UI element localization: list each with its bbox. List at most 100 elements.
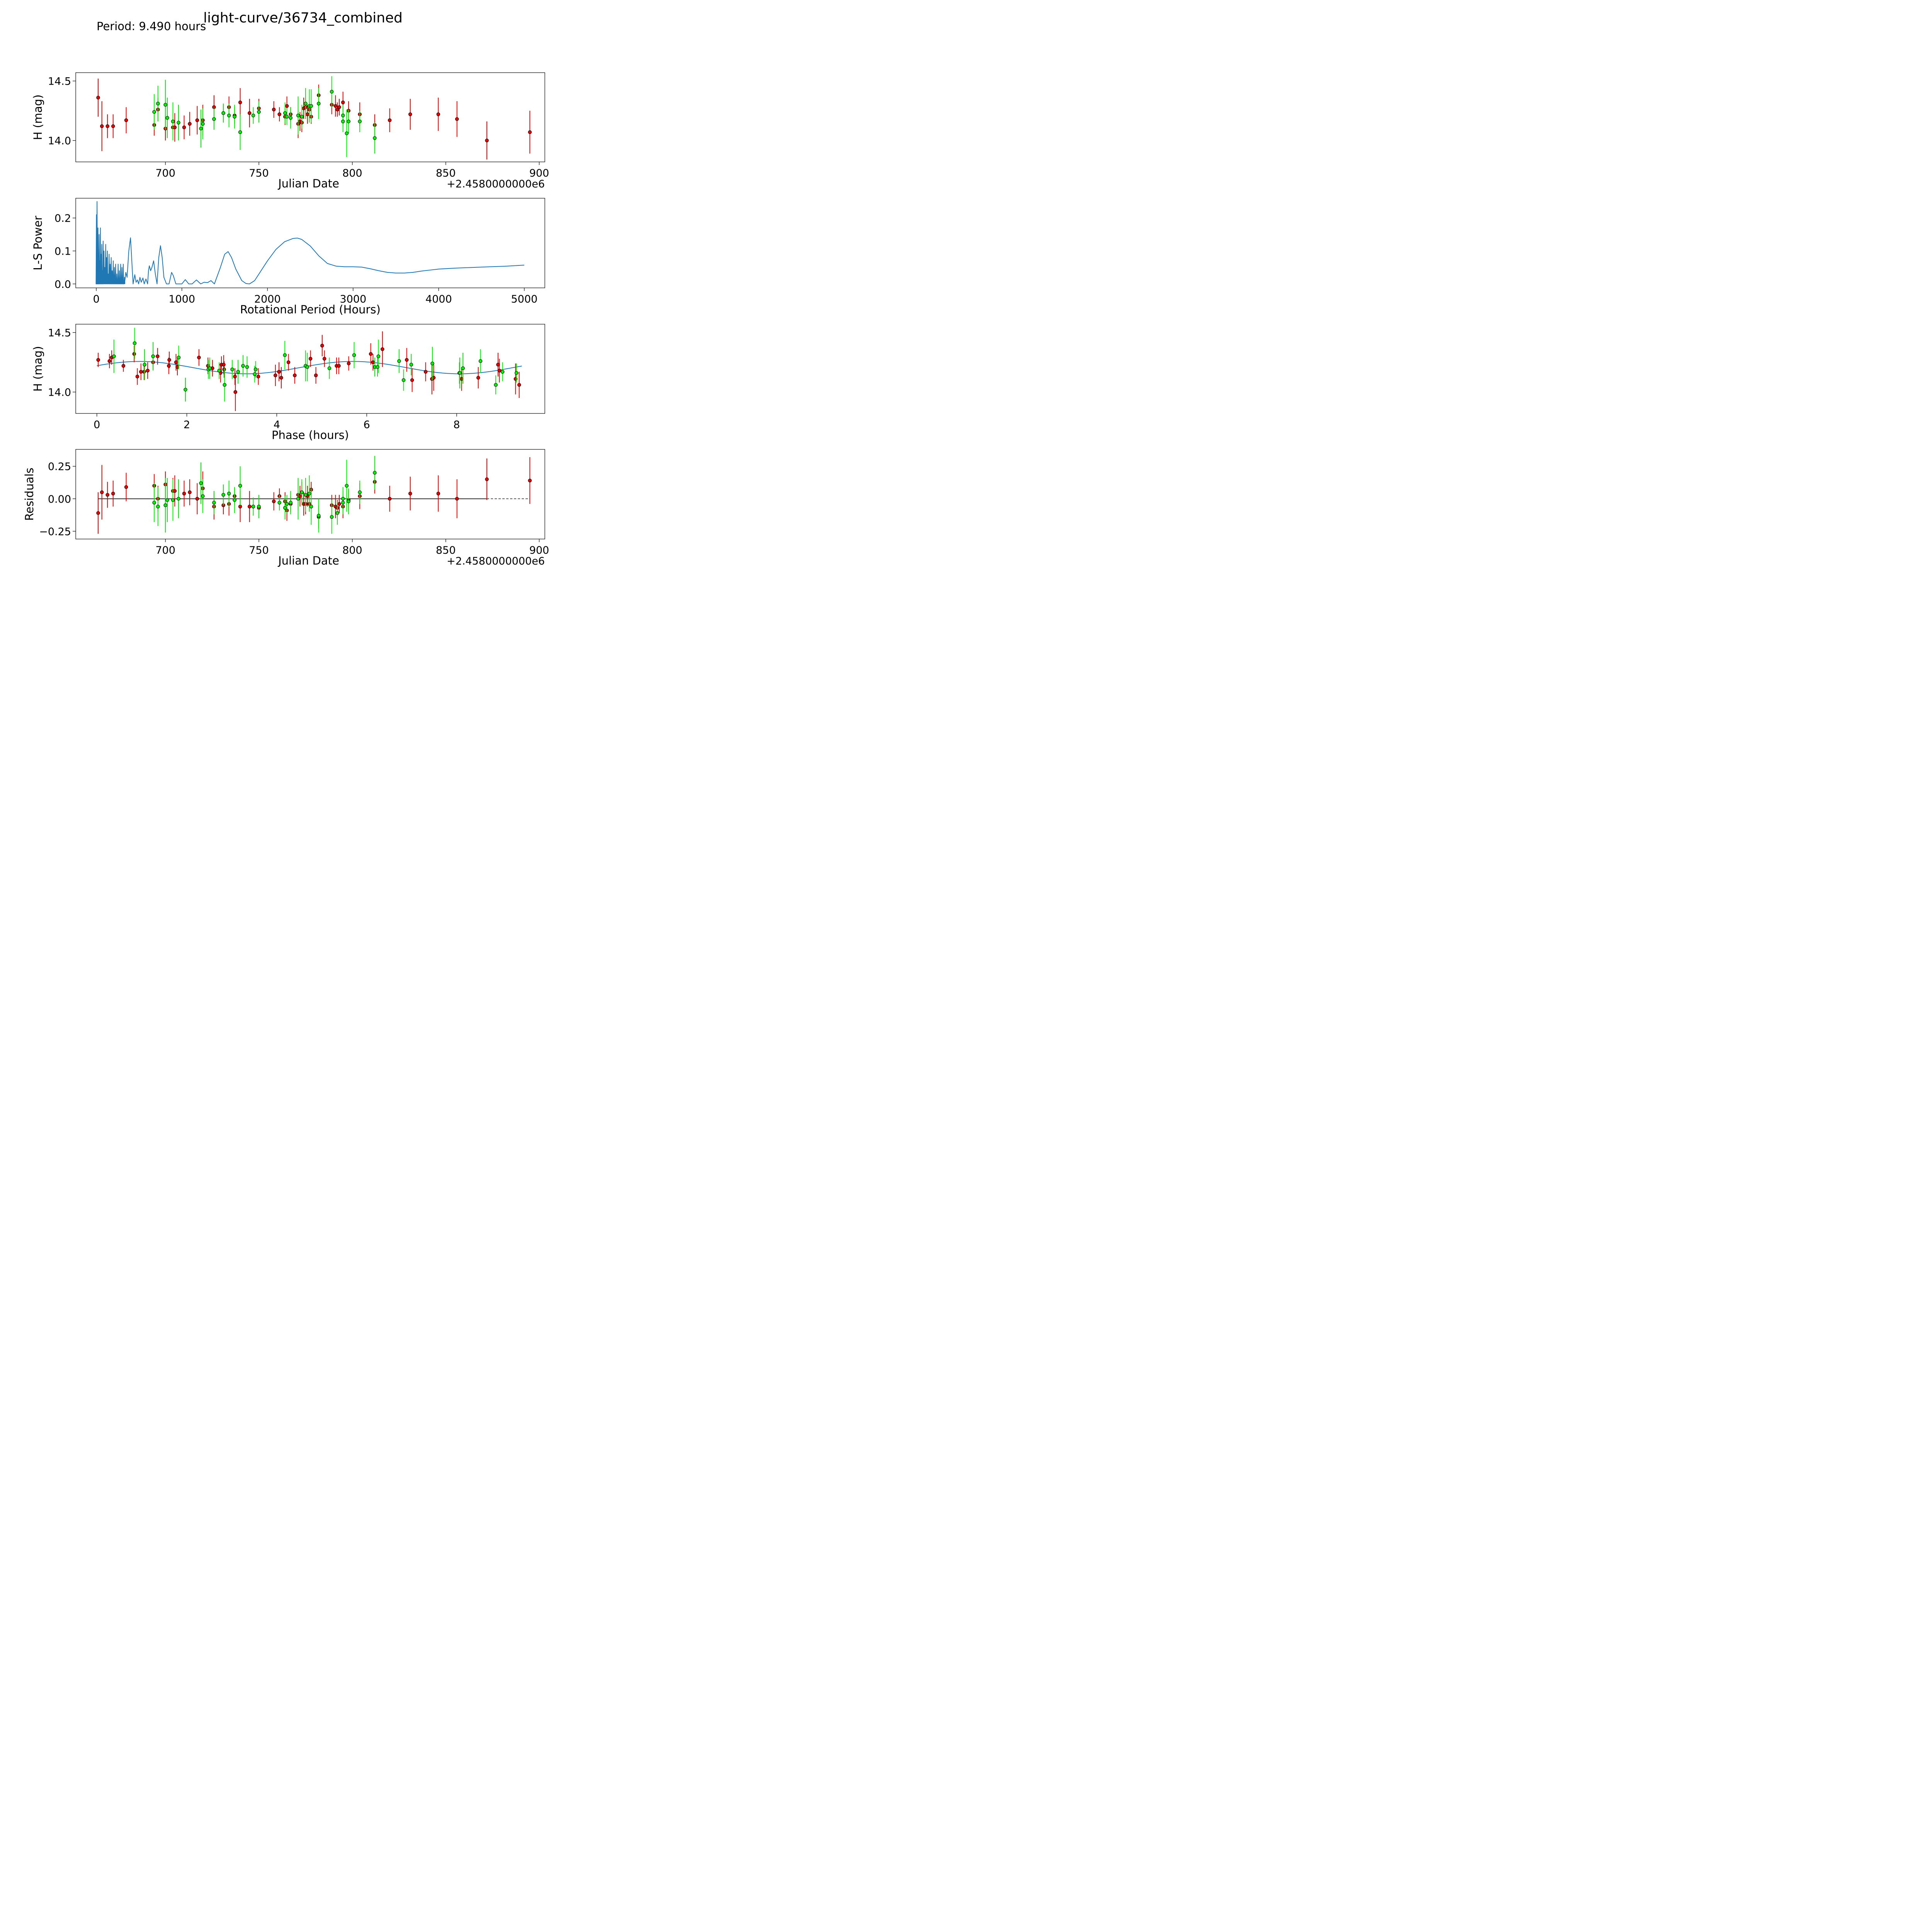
green-data-point	[304, 493, 308, 497]
x-offset-label: +2.4580000000e6	[447, 178, 545, 190]
red-data-point	[388, 118, 392, 122]
green-data-point	[227, 492, 231, 496]
red-data-point	[197, 355, 201, 360]
green-data-point	[177, 497, 180, 501]
x-tick-label: 4	[274, 419, 280, 431]
green-data-point	[257, 505, 261, 509]
red-data-point	[436, 492, 440, 496]
chart-title: light-curve/36734_combined	[203, 10, 403, 26]
green-data-point	[376, 365, 379, 369]
green-data-point	[327, 366, 332, 370]
red-data-point	[410, 378, 414, 382]
x-axis-label: Julian Date	[277, 554, 339, 567]
green-data-point	[345, 131, 349, 135]
green-data-point	[300, 490, 304, 494]
red-data-point	[333, 104, 338, 108]
red-data-point	[528, 130, 532, 134]
red-data-point	[408, 112, 412, 116]
green-data-point	[300, 115, 304, 119]
red-data-point	[238, 505, 242, 509]
red-data-point	[146, 369, 150, 372]
figure: light-curve/36734_combined Period: 9.490…	[23, 10, 549, 567]
green-data-point	[201, 494, 205, 498]
red-data-point	[272, 107, 276, 112]
green-data-point	[358, 490, 362, 494]
green-data-point	[397, 359, 401, 363]
green-data-point	[309, 505, 313, 509]
red-series	[96, 78, 532, 160]
red-data-point	[388, 497, 392, 501]
green-data-point	[514, 371, 519, 375]
red-data-point	[121, 364, 126, 368]
green-data-point	[171, 119, 175, 124]
red-data-point	[341, 100, 345, 104]
x-tick-label: 6	[363, 419, 370, 431]
red-data-point	[476, 376, 480, 380]
green-data-point	[478, 359, 483, 363]
red-data-point	[277, 370, 281, 374]
red-data-point	[188, 490, 192, 494]
green-series	[152, 76, 377, 157]
red-data-point	[517, 383, 521, 387]
green-data-point	[177, 355, 181, 360]
red-data-point	[174, 360, 178, 364]
x-tick-label: 900	[529, 167, 549, 179]
green-data-point	[352, 353, 356, 357]
green-data-point	[341, 497, 345, 501]
green-data-point	[330, 90, 334, 94]
plot-area	[95, 201, 524, 284]
periodogram-panel: 0 1000 2000 3000 4000 5000 0.0 0.1 0.2 Rotational…	[31, 198, 545, 316]
y-axis-label: H (mag)	[31, 346, 44, 391]
green-data-point	[283, 506, 287, 510]
green-data-point	[430, 361, 434, 366]
y-tick-label: 14.0	[48, 135, 71, 147]
red-data-point	[286, 360, 291, 364]
x-offset-label: +2.4580000000e6	[447, 555, 545, 567]
red-data-point	[305, 112, 310, 116]
red-data-point	[96, 511, 100, 515]
red-data-point	[371, 360, 375, 364]
red-data-point	[455, 497, 459, 501]
x-tick-label: 1000	[168, 293, 195, 305]
y-tick-label: 0.2	[54, 213, 71, 224]
green-data-point	[152, 110, 156, 114]
green-data-point	[163, 503, 167, 507]
green-data-point	[223, 383, 227, 387]
plot-frame	[75, 72, 545, 162]
red-data-point	[337, 502, 341, 506]
red-data-point	[100, 124, 104, 128]
y-axis-label: L-S Power	[31, 216, 44, 270]
plot-frame	[75, 324, 545, 414]
red-data-point	[132, 352, 136, 356]
green-data-point	[358, 119, 362, 124]
red-data-point	[337, 105, 341, 109]
red-data-point	[277, 112, 281, 116]
red-data-point	[105, 124, 110, 128]
red-series	[96, 331, 521, 411]
red-data-point	[337, 364, 341, 368]
red-data-point	[188, 122, 192, 126]
red-data-point	[135, 374, 139, 379]
green-data-point	[309, 104, 313, 108]
green-data-point	[156, 102, 160, 105]
y-tick-label: 14.0	[48, 387, 71, 399]
x-axis-label: Phase (hours)	[272, 429, 349, 442]
green-data-point	[409, 362, 413, 367]
red-data-point	[124, 118, 128, 122]
green-data-point	[347, 499, 350, 503]
x-tick-label: 8	[453, 419, 460, 431]
x-tick-label: 800	[342, 167, 362, 179]
green-data-point	[156, 505, 160, 509]
x-tick-label: 0	[93, 293, 100, 305]
red-data-point	[273, 373, 277, 378]
y-axis-label: H (mag)	[31, 94, 44, 140]
green-data-point	[227, 114, 231, 117]
y-tick-label: 0.0	[54, 279, 71, 291]
model-curve	[97, 361, 522, 374]
green-data-point	[283, 353, 287, 357]
green-data-point	[296, 114, 300, 117]
green-data-point	[217, 369, 221, 372]
red-data-point	[238, 100, 242, 104]
red-data-point	[96, 95, 100, 100]
green-data-point	[238, 484, 242, 488]
